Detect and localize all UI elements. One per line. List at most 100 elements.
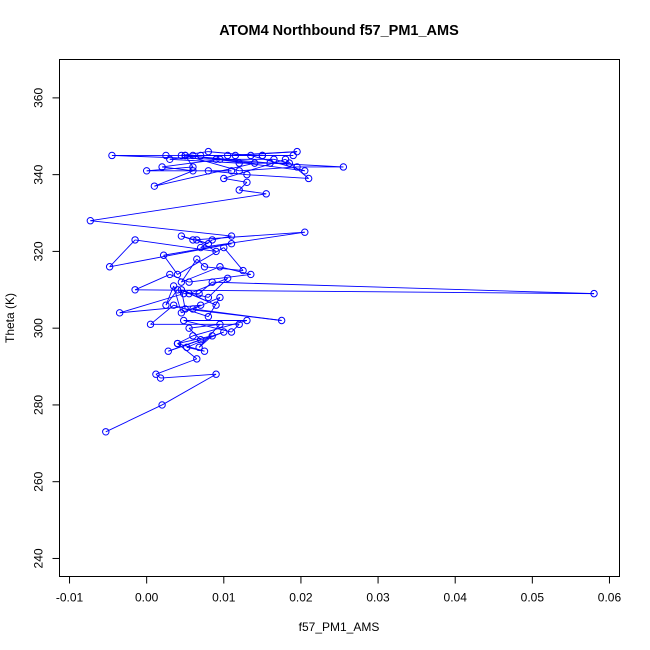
data-point bbox=[212, 370, 220, 378]
data-point bbox=[179, 316, 188, 325]
series-segment bbox=[134, 274, 170, 291]
data-point bbox=[159, 251, 168, 259]
data-point bbox=[196, 243, 205, 252]
data-point bbox=[285, 159, 294, 167]
series-segment bbox=[181, 235, 194, 241]
data-point bbox=[173, 286, 182, 294]
data-point bbox=[262, 190, 270, 198]
data-point bbox=[166, 270, 174, 279]
data-point bbox=[212, 247, 220, 256]
data-point bbox=[216, 155, 224, 163]
data-point bbox=[189, 151, 197, 160]
series-segment bbox=[189, 273, 251, 283]
data-point bbox=[193, 255, 201, 263]
data-point bbox=[204, 293, 213, 302]
series-segment bbox=[135, 239, 217, 252]
data-point bbox=[179, 289, 188, 298]
data-point bbox=[169, 282, 178, 290]
data-point bbox=[243, 178, 251, 187]
series-segment bbox=[177, 335, 213, 344]
data-point bbox=[216, 320, 224, 329]
data-point bbox=[158, 401, 166, 409]
data-point bbox=[216, 293, 224, 302]
series-segment bbox=[162, 158, 220, 168]
data-point bbox=[185, 324, 193, 332]
data-point bbox=[235, 320, 243, 329]
series-segment bbox=[135, 289, 595, 295]
data-point bbox=[131, 286, 139, 294]
series-points bbox=[86, 147, 598, 436]
data-point bbox=[301, 167, 309, 175]
data-point bbox=[105, 263, 114, 271]
data-point bbox=[220, 328, 228, 336]
data-point bbox=[189, 163, 197, 171]
data-point bbox=[196, 301, 205, 309]
series-segment bbox=[198, 324, 221, 348]
series-segment bbox=[161, 373, 217, 406]
y-tick-label: 240 bbox=[32, 548, 46, 568]
data-point bbox=[212, 155, 220, 163]
x-tick-label: -0.01 bbox=[56, 591, 84, 605]
data-point bbox=[193, 236, 201, 244]
data-point bbox=[177, 278, 186, 286]
series-segment bbox=[270, 162, 344, 168]
x-tick-label: 0.01 bbox=[212, 591, 236, 605]
y-axis-label: Theta (K) bbox=[3, 293, 17, 343]
data-point bbox=[223, 151, 232, 160]
data-point bbox=[189, 332, 197, 340]
data-point bbox=[173, 339, 182, 348]
data-point bbox=[204, 167, 213, 175]
series-segment bbox=[163, 254, 178, 275]
data-point bbox=[220, 174, 228, 183]
data-point bbox=[200, 263, 209, 271]
series-segment bbox=[155, 358, 197, 375]
data-point bbox=[162, 301, 170, 309]
series-segment bbox=[90, 220, 232, 237]
y-tick-label: 300 bbox=[32, 318, 46, 338]
series-segment bbox=[239, 189, 267, 195]
data-point bbox=[235, 159, 243, 167]
data-point bbox=[204, 312, 213, 321]
data-point bbox=[216, 263, 224, 271]
x-tick-label: 0.03 bbox=[366, 591, 390, 605]
data-point bbox=[220, 243, 228, 252]
data-point bbox=[223, 274, 232, 282]
data-point bbox=[189, 305, 197, 313]
data-point bbox=[142, 167, 151, 175]
x-tick-label: 0.04 bbox=[444, 591, 468, 605]
series-segment bbox=[177, 335, 194, 344]
series-segment bbox=[146, 166, 193, 172]
data-point bbox=[339, 163, 348, 171]
data-point bbox=[185, 289, 193, 298]
data-point bbox=[235, 186, 243, 194]
series-segment bbox=[109, 243, 232, 268]
data-point bbox=[227, 328, 236, 336]
y-tick-label: 280 bbox=[32, 395, 46, 415]
y-tick-label: 320 bbox=[32, 241, 46, 261]
y-tick-label: 260 bbox=[32, 471, 46, 491]
series-segment bbox=[188, 293, 217, 306]
data-point bbox=[208, 278, 216, 286]
x-tick-label: 0.06 bbox=[598, 591, 622, 605]
data-point bbox=[277, 316, 286, 325]
series-segment bbox=[192, 231, 305, 241]
data-point bbox=[189, 167, 197, 175]
data-point bbox=[293, 163, 301, 171]
data-point bbox=[166, 155, 174, 163]
y-axis: 240 260 280 300 320 340 360 bbox=[32, 88, 60, 568]
data-point bbox=[150, 182, 159, 190]
series-segment bbox=[192, 297, 221, 310]
series-segment bbox=[177, 247, 225, 275]
data-point bbox=[156, 374, 165, 382]
data-point bbox=[173, 270, 182, 279]
series-segment bbox=[231, 324, 240, 333]
data-point bbox=[243, 316, 251, 325]
data-point bbox=[200, 347, 209, 355]
series-segment bbox=[109, 239, 136, 268]
data-point bbox=[177, 286, 186, 294]
series-segment bbox=[162, 166, 193, 172]
series-lines bbox=[90, 151, 595, 433]
x-tick-label: 0.02 bbox=[289, 591, 313, 605]
x-tick-label: 0.05 bbox=[521, 591, 545, 605]
data-point bbox=[204, 147, 213, 156]
